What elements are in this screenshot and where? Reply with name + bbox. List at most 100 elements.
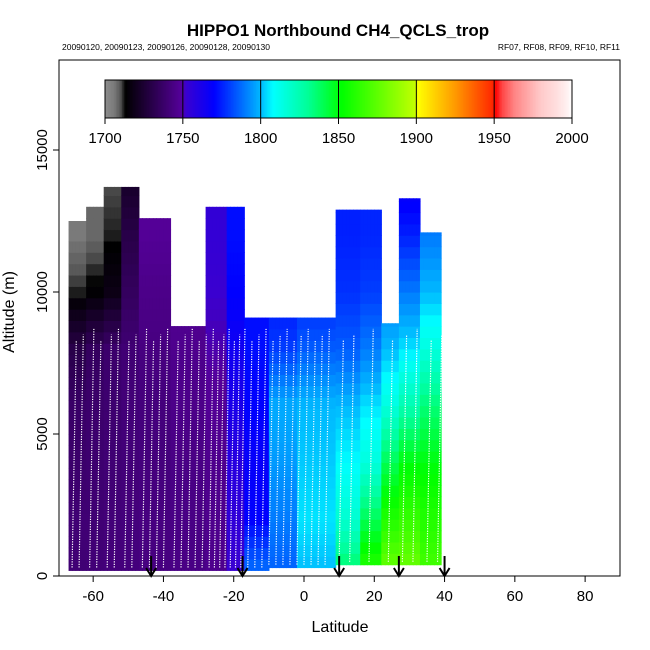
- heatmap-cell: [68, 343, 73, 356]
- heatmap-cell: [363, 507, 368, 520]
- heatmap-cell: [268, 340, 273, 353]
- heatmap-cell: [138, 456, 143, 469]
- heatmap-cell: [219, 343, 224, 356]
- colorbar-swatch: [112, 80, 115, 118]
- heatmap-cell: [307, 465, 312, 478]
- heatmap-cell: [166, 547, 172, 560]
- heatmap-cell: [430, 394, 435, 407]
- heatmap-cell: [405, 198, 411, 202]
- heatmap-cell: [377, 246, 382, 259]
- heatmap-cell: [282, 533, 288, 546]
- heatmap-cell: [254, 411, 259, 424]
- heatmap-cell: [209, 331, 214, 344]
- heatmap-cell: [363, 371, 368, 384]
- heatmap-cell: [325, 374, 330, 387]
- heatmap-cell: [82, 331, 87, 344]
- heatmap-cell: [289, 397, 295, 410]
- heatmap-cell: [356, 507, 361, 520]
- heatmap-cell: [96, 536, 101, 549]
- heatmap-cell: [360, 451, 365, 463]
- flight-track-line: [173, 340, 179, 568]
- heatmap-cell: [363, 292, 368, 304]
- heatmap-cell: [75, 456, 80, 469]
- heatmap-cell: [198, 411, 203, 424]
- heatmap-cell: [279, 317, 284, 330]
- heatmap-cell: [209, 377, 214, 390]
- heatmap-cell: [311, 363, 316, 375]
- heatmap-cell: [437, 382, 442, 395]
- heatmap-cell: [240, 365, 245, 378]
- heatmap-cell: [434, 246, 439, 259]
- heatmap-cell: [328, 522, 333, 534]
- colorbar-swatch: [332, 80, 335, 118]
- heatmap-cell: [107, 252, 112, 265]
- heatmap-cell: [402, 416, 407, 429]
- heatmap-cell: [353, 519, 358, 532]
- heatmap-cell: [145, 547, 150, 560]
- heatmap-cell: [114, 297, 119, 310]
- heatmap-cell: [145, 263, 150, 276]
- heatmap-cell: [219, 388, 224, 401]
- heatmap-cell: [332, 317, 337, 330]
- colorbar-swatch: [322, 80, 325, 118]
- heatmap-cell: [339, 269, 344, 282]
- heatmap-cell: [93, 218, 98, 231]
- heatmap-cell: [416, 269, 421, 282]
- heatmap-cell: [184, 536, 189, 549]
- heatmap-cell: [121, 354, 126, 367]
- heatmap-cell: [346, 280, 351, 293]
- heatmap-cell: [391, 519, 396, 532]
- heatmap-cell: [216, 309, 221, 321]
- heatmap-cell: [128, 524, 133, 537]
- heatmap-cell: [434, 232, 439, 236]
- heatmap-cell: [402, 394, 407, 407]
- heatmap-cell: [107, 240, 112, 253]
- colorbar-swatch: [254, 80, 257, 118]
- colorbar-swatch: [114, 80, 117, 118]
- heatmap-cell: [247, 331, 252, 344]
- heatmap-cell: [293, 385, 298, 398]
- heatmap-cell: [391, 507, 396, 520]
- heatmap-cell: [409, 416, 414, 429]
- colorbar-swatch: [298, 80, 301, 118]
- heatmap-cell: [398, 201, 403, 214]
- heatmap-cell: [321, 317, 326, 330]
- heatmap-cell: [149, 297, 154, 310]
- heatmap-cell: [321, 374, 326, 387]
- heatmap-cell: [342, 530, 347, 543]
- heatmap-cell: [268, 533, 273, 546]
- heatmap-cell: [135, 274, 140, 287]
- heatmap-cell: [296, 397, 302, 410]
- heatmap-cell: [135, 524, 140, 537]
- heatmap-cell: [426, 337, 432, 350]
- heatmap-cell: [240, 309, 245, 321]
- heatmap-cell: [307, 476, 312, 489]
- heatmap-cell: [265, 445, 270, 458]
- heatmap-cell: [325, 408, 330, 421]
- heatmap-cell: [163, 536, 168, 549]
- heatmap-cell: [96, 218, 101, 231]
- heatmap-cell: [230, 388, 235, 401]
- heatmap-cell: [304, 544, 309, 557]
- heatmap-cell: [279, 431, 284, 444]
- heatmap-cell: [184, 422, 189, 435]
- heatmap-cell: [346, 209, 351, 214]
- heatmap-cell: [68, 286, 73, 299]
- heatmap-cell: [244, 524, 249, 537]
- heatmap-cell: [128, 456, 133, 469]
- heatmap-cell: [423, 485, 428, 498]
- heatmap-cell: [419, 428, 425, 441]
- heatmap-cell: [205, 229, 210, 242]
- heatmap-cell: [381, 323, 386, 327]
- heatmap-cell: [216, 286, 221, 299]
- heatmap-cell: [289, 499, 295, 512]
- heatmap-cell: [107, 388, 112, 401]
- heatmap-cell: [173, 331, 179, 344]
- heatmap-cell: [265, 399, 270, 412]
- heatmap-cell: [363, 246, 368, 259]
- heatmap-cell: [370, 257, 375, 270]
- heatmap-cell: [191, 524, 196, 537]
- heatmap-cell: [205, 502, 210, 515]
- heatmap-cell: [321, 476, 326, 489]
- heatmap-cell: [416, 416, 421, 429]
